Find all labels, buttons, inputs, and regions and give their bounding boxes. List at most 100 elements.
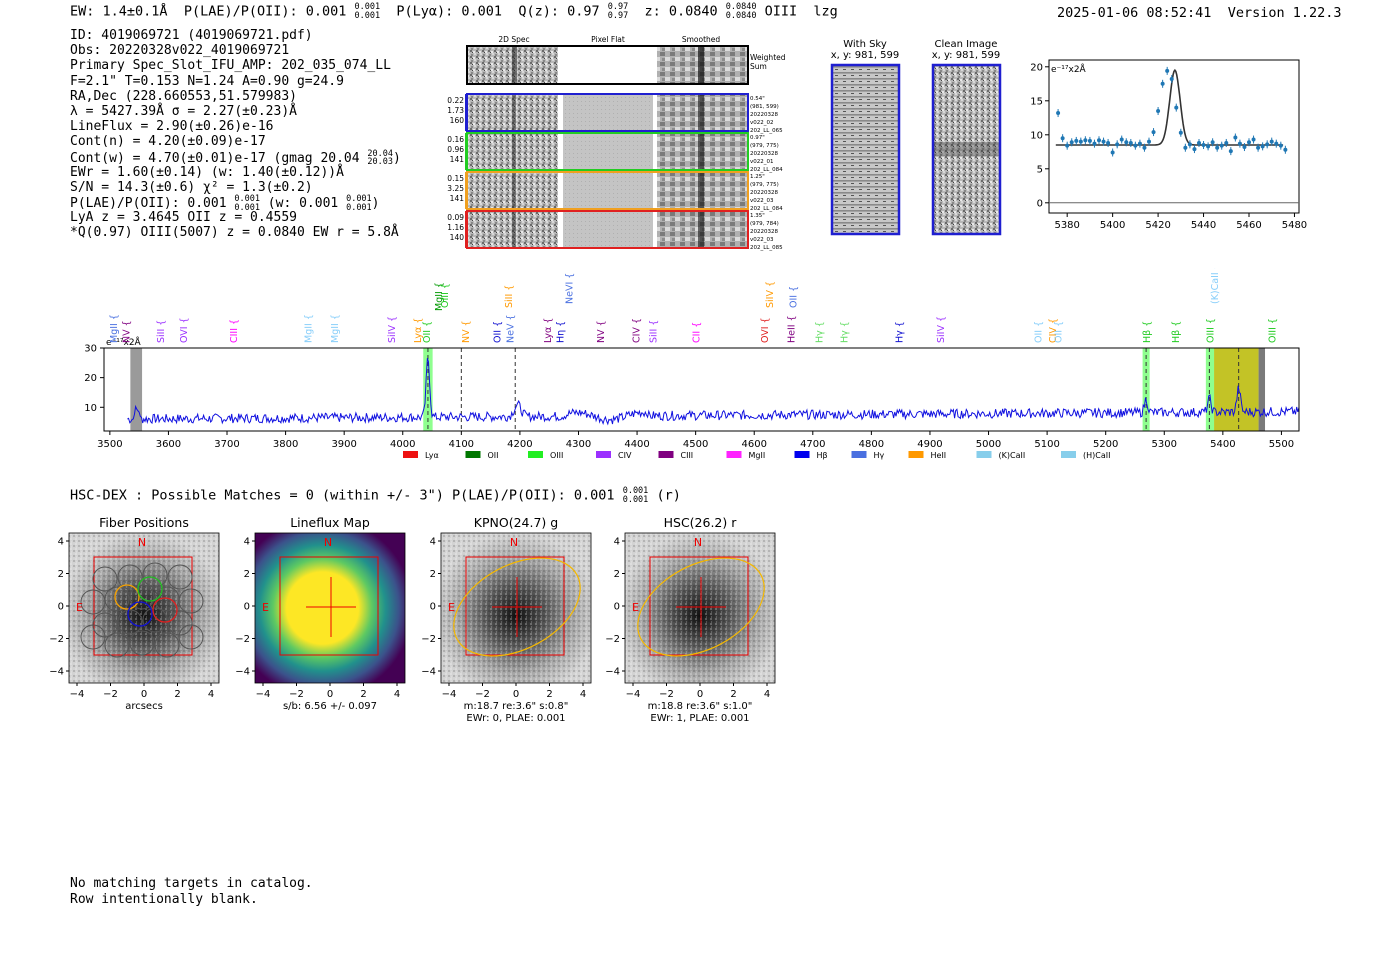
cutout-row-meta: 1.35" xyxy=(750,213,765,219)
main-line-label: OII { xyxy=(788,286,799,308)
fiber-circle xyxy=(142,607,168,633)
info-ewr: EWr = 1.60(±0.14) (w: 1.40(±0.12))Å xyxy=(70,164,344,180)
zoom-data-point xyxy=(1160,81,1165,86)
zoom-data-point xyxy=(1183,145,1188,150)
cutout-row-stat: 1.73 xyxy=(447,106,464,115)
main-line-label: NV { xyxy=(596,320,607,343)
main-line-label-text: CII { xyxy=(692,322,703,343)
main-line-label-text: Lyα { xyxy=(413,318,424,343)
cutout-2d-spec xyxy=(468,133,558,170)
header-flag: lzg xyxy=(813,3,838,20)
fiber-circle xyxy=(167,610,193,636)
main-line-label-text: Hγ { xyxy=(815,321,826,343)
panel-y-tick-label: −4 xyxy=(605,667,620,678)
aperture-box xyxy=(279,556,379,656)
main-line-window xyxy=(423,348,433,431)
cutout-pixel-flat xyxy=(563,172,653,209)
zoom-data-point xyxy=(1151,130,1156,135)
main-line-label-text: OIII { xyxy=(1205,318,1216,343)
imaging-panel: Fiber Positions N E 4 2 0 −2 −4 −4 −2 0 2 4 arcsecs xyxy=(49,515,220,712)
header-version: Version 1.22.3 xyxy=(1227,5,1342,21)
zoom-data-point xyxy=(1110,150,1115,155)
zoom-data-point xyxy=(1210,140,1215,145)
zoom-data-point xyxy=(1251,137,1256,142)
main-plot-frame xyxy=(103,347,1300,432)
main-line-window xyxy=(1142,348,1150,431)
main-line-label-text: OIII { xyxy=(1267,318,1278,343)
main-line-label: CII { xyxy=(692,322,703,343)
main-line-label-text: NV { xyxy=(596,320,607,343)
info-radec: RA,Dec (228.660553,51.579983) xyxy=(70,88,297,104)
cutout-pixel-flat xyxy=(563,211,653,248)
legend-swatch xyxy=(908,451,924,458)
zoom-data-point xyxy=(1115,142,1120,147)
header-z-range: 0.0840 0.0840 xyxy=(725,2,757,21)
imaging-panel-title: Lineflux Map xyxy=(290,515,370,530)
zoom-data-point xyxy=(1269,139,1274,144)
zoom-data-point xyxy=(1215,145,1220,150)
col-label-pixel-flat: Pixel Flat xyxy=(591,35,625,44)
header-ew: EW: 1.4±0.1Å xyxy=(70,3,168,20)
cutout-row-meta: 202_LL_084 xyxy=(750,206,783,212)
zoom-data-point xyxy=(1201,143,1206,147)
panel-x-tick-label: 0 xyxy=(327,689,333,700)
main-x-tick-label: 3600 xyxy=(156,439,181,450)
main-line-label-text: OII { xyxy=(788,286,799,308)
main-line-label: Hβ { xyxy=(1171,321,1182,343)
aperture-box xyxy=(465,556,565,656)
zoom-x-tick-label: 5380 xyxy=(1054,220,1079,231)
main-masked-region xyxy=(130,348,143,431)
zoom-data-point xyxy=(1106,140,1111,145)
main-line-label-text: CIII { xyxy=(229,319,240,343)
main-line-label-text: OVI { xyxy=(760,317,771,343)
main-line-label-text: SiIV { xyxy=(387,316,398,343)
zoom-data-point xyxy=(1224,140,1229,145)
panel-y-tick-label: 0 xyxy=(244,602,250,613)
main-x-tick-label: 3500 xyxy=(97,439,122,450)
cutout-row-meta: (979, 775) xyxy=(750,143,779,149)
info-contw: Cont(w) = 4.70(±0.01)e-17 (gmag 20.04 20… xyxy=(70,148,401,167)
weighted-sum-label: Weighted xyxy=(750,53,786,62)
compass-east: E xyxy=(262,601,269,614)
main-line-label: SiIV { xyxy=(936,316,947,343)
zoom-data-point xyxy=(1228,149,1233,154)
main-x-tick-label: 4100 xyxy=(449,439,474,450)
main-y-tick-label: 10 xyxy=(84,403,97,414)
hsc-dex-summary: HSC-DEX : Possible Matches = 0 (within +… xyxy=(70,486,681,505)
zoom-data-point xyxy=(1219,143,1224,148)
legend-label: HeII xyxy=(931,451,947,460)
info-lambda: λ = 5427.39Å σ = 2.27(±0.23)Å xyxy=(70,103,297,119)
zoom-y-tick-label: 15 xyxy=(1030,96,1043,107)
cutout-row-meta: 20220328 xyxy=(750,229,778,235)
zoom-data-point xyxy=(1260,144,1265,149)
main-spectrum-plot: 3500 3600 3700 3800 3900 4000 4100 4200 4300 4400… xyxy=(84,268,1300,460)
zoom-data-point xyxy=(1133,143,1138,148)
panel-y-tick-label: −4 xyxy=(421,667,436,678)
legend-label: CIII xyxy=(681,451,694,460)
panel-x-tick-label: −2 xyxy=(289,689,304,700)
main-line-label-text: OII { xyxy=(1034,321,1045,343)
zoom-y-unit: e⁻¹⁷x2Å xyxy=(1051,63,1087,75)
info-contn: Cont(n) = 4.20(±0.09)e-17 xyxy=(70,134,266,150)
panel-y-tick-label: 4 xyxy=(614,537,620,548)
main-line-label-text: MgII { xyxy=(303,314,314,343)
with-sky-xy: x, y: 981, 599 xyxy=(831,50,900,61)
cutout-row-meta: v022_03 xyxy=(750,237,774,243)
zoom-y-tick-label: 0 xyxy=(1037,198,1043,209)
legend-label: Hβ xyxy=(817,451,828,460)
imaging-panel: HSC(26.2) r N E 4 2 0 −2 −4 −4 −2 0 2 4 m:18.8 re:3.6… xyxy=(605,515,776,724)
imaging-panel-title: Fiber Positions xyxy=(99,515,189,530)
zoom-data-point xyxy=(1101,139,1106,144)
zoom-data-point xyxy=(1097,138,1101,143)
cutout-row-meta: 202_LL_084 xyxy=(750,167,783,173)
info-id: ID: 4019069721 (4019069721.pdf) xyxy=(70,28,313,43)
main-line-label: OIII { xyxy=(1267,318,1278,343)
clean-image xyxy=(933,65,1000,234)
main-line-label: NeVI { xyxy=(565,273,576,304)
panel-y-tick-label: 4 xyxy=(430,537,436,548)
zoom-data-point xyxy=(1087,138,1092,143)
weighted-sum-row: Weighted Sum xyxy=(466,45,786,85)
main-spectrum-line xyxy=(127,358,1300,426)
info-fit: F=2.1" T=0.153 N=1.24 A=0.90 g=24.9 xyxy=(70,73,344,89)
main-x-tick-label: 5100 xyxy=(1034,439,1059,450)
